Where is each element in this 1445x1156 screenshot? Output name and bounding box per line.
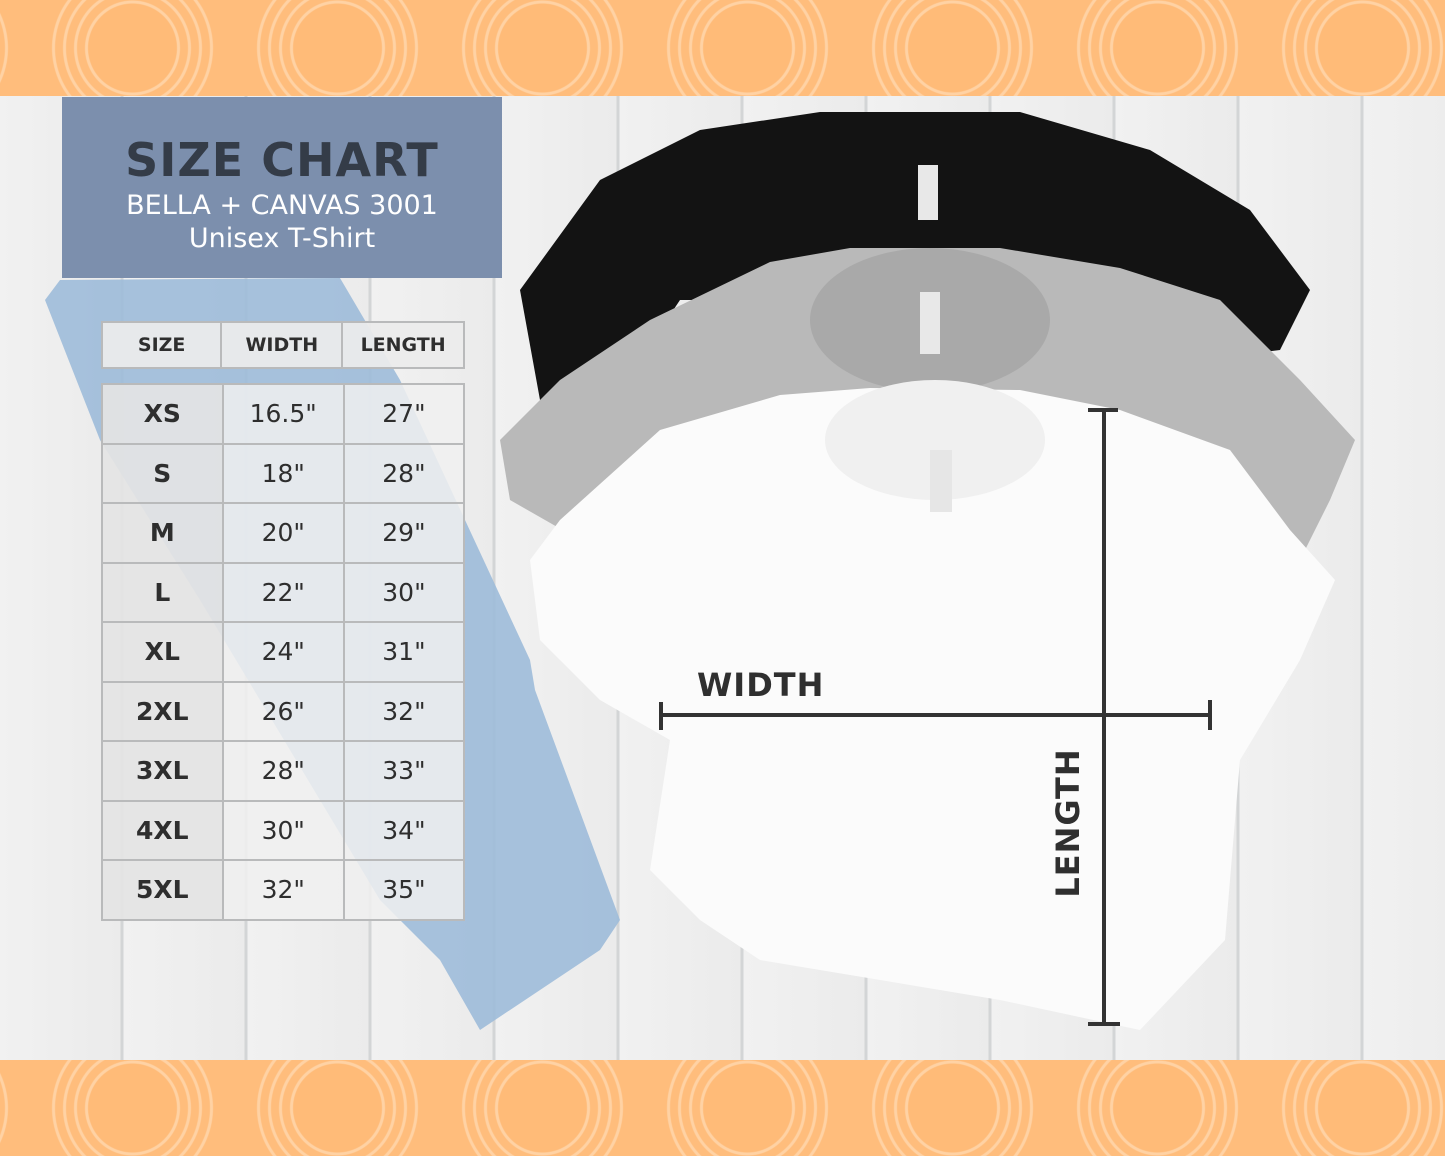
cell-size: M bbox=[101, 502, 224, 564]
cell-length: 33" bbox=[342, 740, 466, 802]
cell-size: XS bbox=[101, 383, 224, 445]
table-row: M 20" 29" bbox=[101, 502, 466, 564]
cell-width: 16.5" bbox=[221, 383, 345, 445]
cell-size: 3XL bbox=[101, 740, 224, 802]
cell-length: 29" bbox=[342, 502, 466, 564]
product-brand: BELLA + CANVAS 3001 bbox=[126, 190, 438, 221]
cell-length: 27" bbox=[342, 383, 466, 445]
length-measure-line bbox=[1088, 408, 1120, 1026]
cell-width: 20" bbox=[221, 502, 345, 564]
page-title: SIZE CHART bbox=[125, 133, 439, 187]
bottom-pattern-band bbox=[0, 1060, 1445, 1156]
length-label: LENGTH bbox=[1049, 748, 1087, 898]
size-table-header: SIZE WIDTH LENGTH bbox=[100, 321, 465, 369]
size-table: XS 16.5" 27" S 18" 28" M 20" 29" L 22" 30" XL 24" 31" 2… bbox=[101, 383, 466, 921]
table-row: XL 24" 31" bbox=[101, 621, 466, 683]
cell-length: 32" bbox=[342, 680, 466, 742]
cell-length: 28" bbox=[342, 442, 466, 504]
table-row: XS 16.5" 27" bbox=[101, 383, 466, 445]
column-header-width: WIDTH bbox=[220, 321, 344, 369]
cell-size: 5XL bbox=[101, 859, 224, 921]
cell-length: 31" bbox=[342, 621, 466, 683]
table-row: S 18" 28" bbox=[101, 442, 466, 504]
width-measure-line bbox=[659, 700, 1212, 730]
top-pattern-band bbox=[0, 0, 1445, 96]
cell-width: 26" bbox=[221, 680, 345, 742]
cell-size: S bbox=[101, 442, 224, 504]
cell-size: 2XL bbox=[101, 680, 224, 742]
table-row: 3XL 28" 33" bbox=[101, 740, 466, 802]
product-type: Unisex T-Shirt bbox=[188, 223, 376, 254]
cell-length: 30" bbox=[342, 561, 466, 623]
cell-width: 22" bbox=[221, 561, 345, 623]
cell-width: 30" bbox=[221, 799, 345, 861]
table-row: 5XL 32" 35" bbox=[101, 859, 466, 921]
size-chart-header: SIZE CHART BELLA + CANVAS 3001 Unisex T-… bbox=[62, 97, 502, 278]
cell-length: 35" bbox=[342, 859, 466, 921]
table-row: 4XL 30" 34" bbox=[101, 799, 466, 861]
cell-size: 4XL bbox=[101, 799, 224, 861]
cell-width: 24" bbox=[221, 621, 345, 683]
cell-width: 18" bbox=[221, 442, 345, 504]
cell-size: XL bbox=[101, 621, 224, 683]
column-header-length: LENGTH bbox=[341, 321, 465, 369]
white-tshirt bbox=[530, 388, 1335, 1030]
cell-size: L bbox=[101, 561, 224, 623]
table-row: 2XL 26" 32" bbox=[101, 680, 466, 742]
cell-width: 28" bbox=[221, 740, 345, 802]
cell-length: 34" bbox=[342, 799, 466, 861]
cell-width: 32" bbox=[221, 859, 345, 921]
column-header-size: SIZE bbox=[100, 321, 223, 369]
table-row: L 22" 30" bbox=[101, 561, 466, 623]
width-label: WIDTH bbox=[697, 666, 825, 704]
